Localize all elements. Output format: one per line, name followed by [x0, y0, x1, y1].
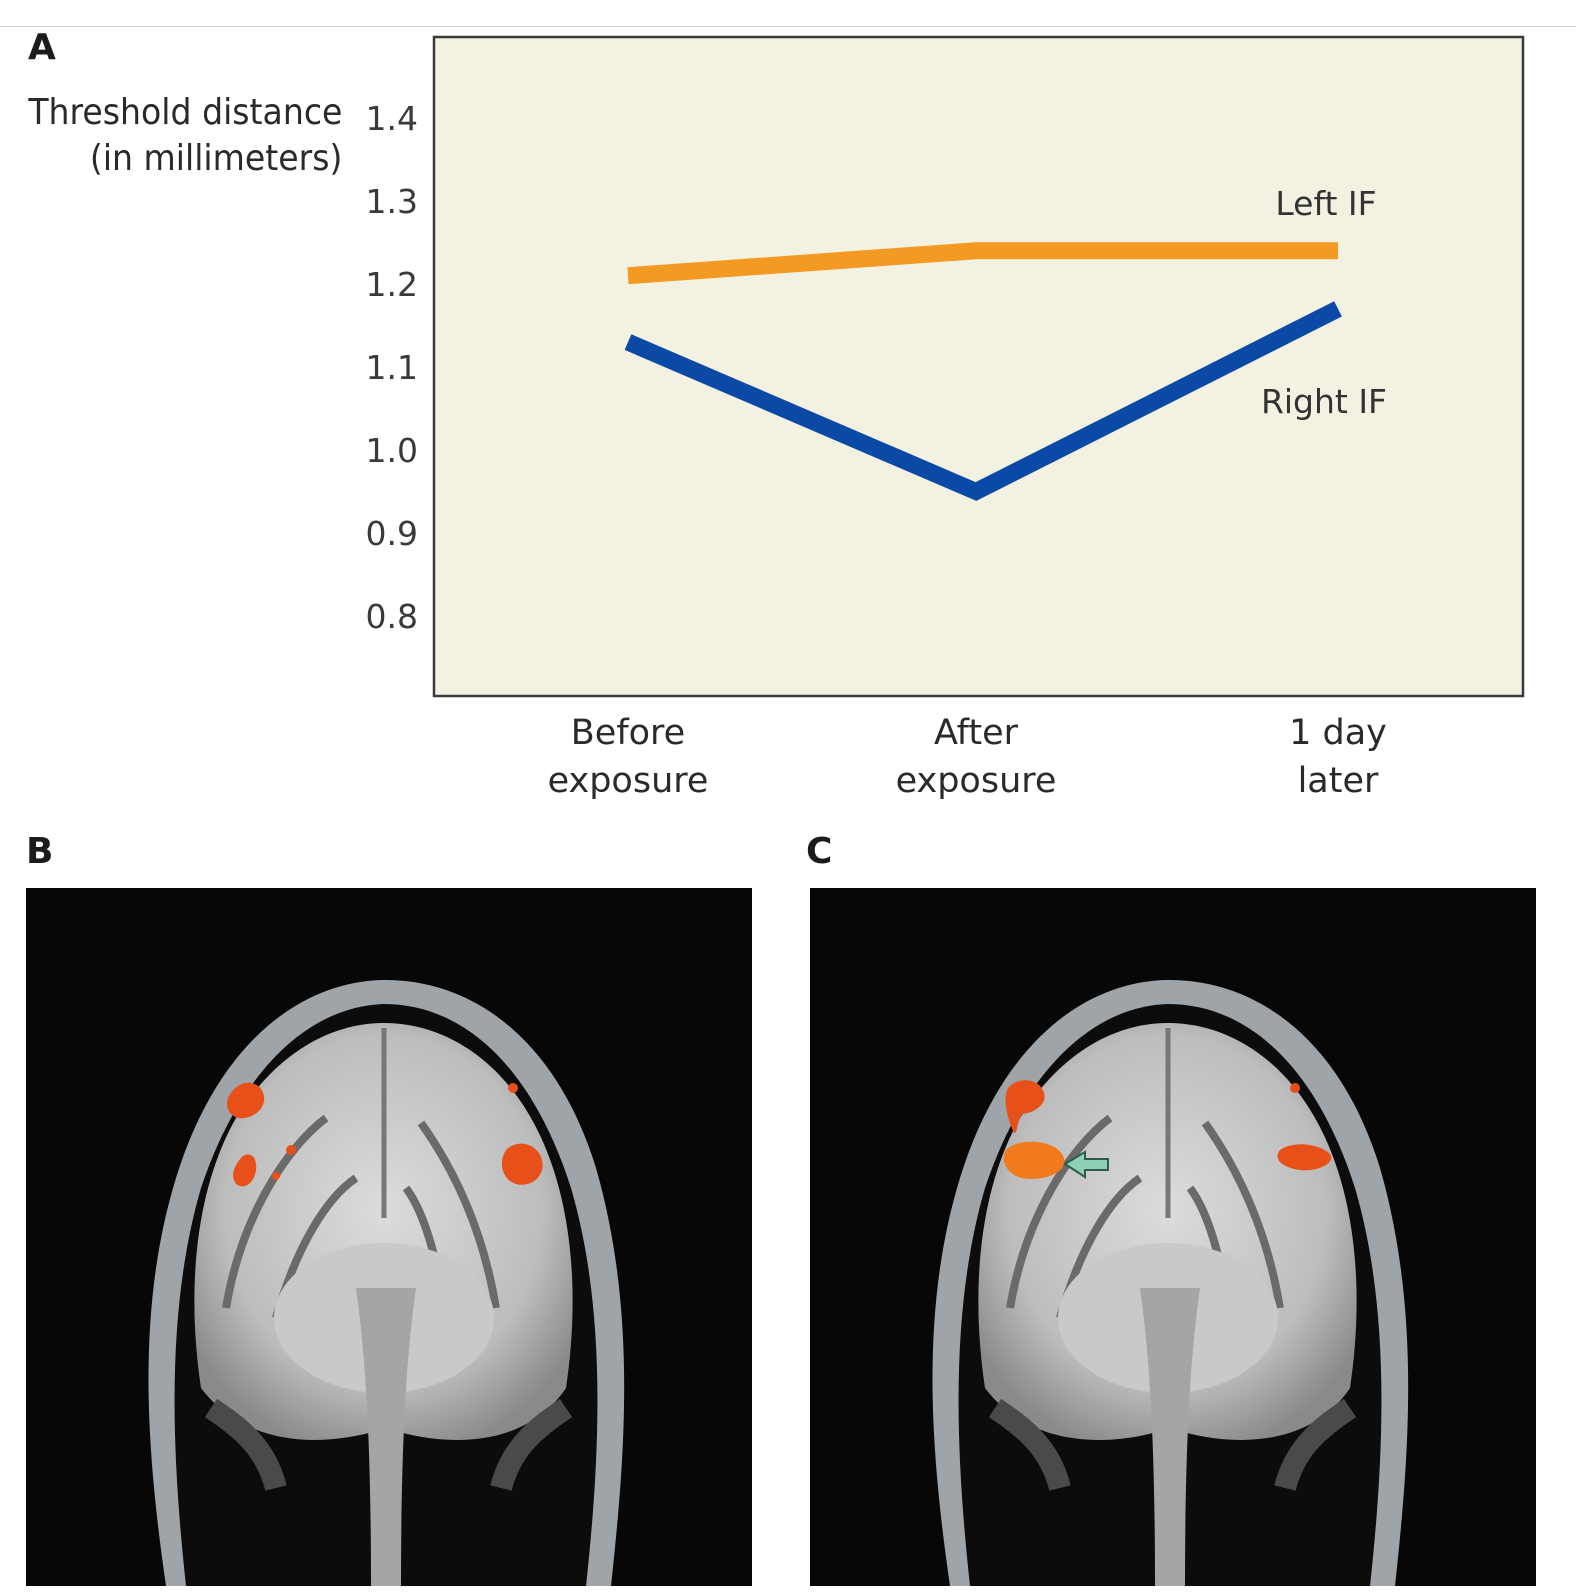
mri-image-b	[26, 888, 752, 1586]
series-label: Left IF	[1275, 184, 1376, 223]
activation-spots	[226, 1082, 543, 1187]
panel-label-b: B	[26, 831, 54, 872]
y-tick-label: 0.9	[366, 514, 418, 553]
y-tick-label: 0.8	[366, 597, 418, 636]
y-tick-labels: 1.4 1.3 1.2 1.1 1.0 0.9 0.8	[366, 99, 418, 636]
series-line-right-if	[624, 301, 1342, 501]
x-category-labels: Before exposure After exposure 1 day later	[548, 713, 1387, 801]
arrow-icon	[1063, 1150, 1109, 1179]
series-line-left-if	[627, 242, 1338, 285]
x-category-label: later	[1298, 761, 1379, 801]
y-tick-label: 1.1	[366, 348, 418, 387]
y-axis-label-line1: Threshold distance	[27, 92, 342, 133]
y-axis-label-line2: (in millimeters)	[89, 138, 342, 179]
x-category-label: exposure	[896, 761, 1057, 801]
x-category-label: 1 day	[1289, 713, 1387, 753]
series-labels: Left IF Right IF	[1261, 184, 1387, 421]
y-tick-label: 1.2	[366, 265, 418, 304]
mri-image-c	[810, 888, 1536, 1586]
x-category-label: After	[934, 713, 1019, 753]
activation-spots	[1003, 1080, 1332, 1180]
x-category-label: Before	[571, 713, 685, 753]
y-tick-label: 1.3	[366, 182, 418, 221]
x-category-label: exposure	[548, 761, 709, 801]
y-tick-label: 1.4	[366, 99, 418, 138]
y-tick-label: 1.0	[366, 431, 418, 470]
y-axis-label: Threshold distance (in millimeters)	[28, 90, 342, 182]
head-outline	[932, 979, 1409, 1586]
head-outline	[148, 979, 625, 1586]
series-lines	[624, 242, 1342, 501]
top-rule	[0, 26, 1576, 27]
plot-area	[432, 35, 1525, 698]
panel-label-c: C	[806, 831, 833, 872]
panel-label-a: A	[28, 27, 56, 68]
series-label: Right IF	[1261, 382, 1387, 421]
line-chart: 1.4 1.3 1.2 1.1 1.0 0.9 0.8 Before exposure Afte…	[366, 35, 1525, 801]
